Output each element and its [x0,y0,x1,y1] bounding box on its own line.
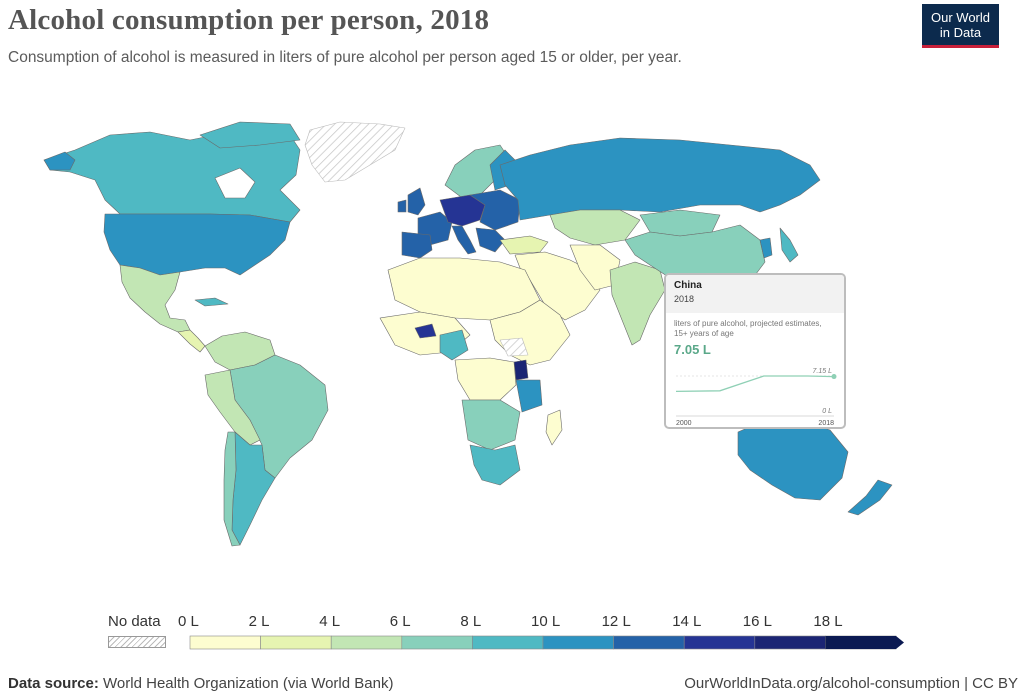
legend-color-bar [189,635,904,650]
region-balkans[interactable] [475,227,506,253]
region-central-america[interactable] [177,329,206,353]
tooltip-sparkline: 7.15 L 0 L 2000 2018 [675,368,837,427]
sparkline-x-end: 2018 [818,420,834,427]
region-ireland[interactable] [397,199,407,213]
sparkline-series [675,375,835,393]
region-uk[interactable] [407,187,426,216]
region-india[interactable] [609,261,666,346]
data-source: Data source: World Health Organization (… [8,675,393,692]
region-angola-zambia[interactable] [461,399,521,451]
region-burkina-faso[interactable] [414,323,437,339]
legend-tick-label: 2 L [248,613,270,630]
country-tooltip: China 2018 liters of pure alcohol, proje… [664,273,846,429]
region-arctic-islands[interactable] [199,121,301,149]
region-eastern-europe[interactable] [469,189,521,231]
legend-tick-label: 10 L [531,613,561,630]
region-italy[interactable] [451,225,477,255]
region-north-africa[interactable] [387,257,541,321]
region-new-zealand[interactable] [847,479,893,516]
tooltip-country: China [674,280,702,291]
legend-arrow [825,636,904,649]
region-alaska[interactable] [43,151,76,171]
legend-bin-4[interactable] [472,635,544,650]
region-uganda[interactable] [513,359,529,381]
region-mexico[interactable] [119,264,191,333]
logo-line-1: Our World [931,10,990,25]
tooltip-value: 7.05 L [674,342,711,357]
sparkline-max-label: 7.15 L [813,368,833,375]
legend-tick-label: 16 L [742,613,772,630]
tooltip-year: 2018 [674,294,695,304]
region-korea[interactable] [759,237,773,259]
legend-nodata-label: No data [108,613,161,630]
sparkline-min-label: 0 L [822,408,832,415]
region-hudson-bay [214,167,256,199]
logo-line-2: in Data [939,25,982,40]
legend-bin-1[interactable] [260,635,332,650]
source-url-link[interactable]: OurWorldInData.org/alcohol-consumption |… [684,675,1018,692]
region-greenland [304,121,406,183]
chart-title: Alcohol consumption per person, 2018 [8,4,490,36]
tooltip-description: liters of pure alcohol, projected estima… [674,319,822,338]
region-tanzania[interactable] [515,379,543,413]
sparkline-endpoint [831,374,837,380]
region-nigeria[interactable] [439,329,469,361]
legend-tick-label: 14 L [672,613,702,630]
legend-bin-0[interactable] [189,635,261,650]
legend-tick-label: 6 L [389,613,411,630]
data-source-text: World Health Organization (via World Ban… [103,675,394,692]
region-peru-bolivia[interactable] [204,369,261,446]
legend-nodata-swatch[interactable] [108,636,166,648]
region-usa[interactable] [103,213,291,276]
region-cuba[interactable] [194,297,229,307]
legend-bin-8[interactable] [754,635,826,650]
region-japan[interactable] [779,227,799,263]
region-madagascar[interactable] [545,409,563,446]
legend-tick-label: 0 L [178,613,199,630]
region-southern-africa[interactable] [469,444,521,486]
legend-tick-label: 12 L [601,613,631,630]
region-south-sudan [499,337,529,357]
region-iberia[interactable] [401,231,433,259]
data-source-label: Data source: [8,675,99,692]
legend-bin-5[interactable] [542,635,614,650]
legend-bin-7[interactable] [683,635,756,650]
legend-bin-3[interactable] [401,635,473,650]
region-central-africa[interactable] [454,357,517,401]
region-australia[interactable] [737,417,849,501]
region-chile[interactable] [223,431,241,547]
region-turkey[interactable] [499,235,549,255]
legend-bin-2[interactable] [330,635,403,650]
region-canada[interactable] [43,127,301,223]
chart-subtitle: Consumption of alcohol is measured in li… [8,49,682,66]
region-russia[interactable] [499,137,821,221]
legend-tick-label: 18 L [813,613,843,630]
sparkline-x-start: 2000 [676,420,692,427]
legend-bin-6[interactable] [613,635,685,650]
tooltip-header: China 2018 [666,275,844,313]
legend-tick-label: 8 L [460,613,482,630]
owid-logo[interactable]: Our World in Data [922,4,999,48]
legend-tick-label: 4 L [319,613,341,630]
